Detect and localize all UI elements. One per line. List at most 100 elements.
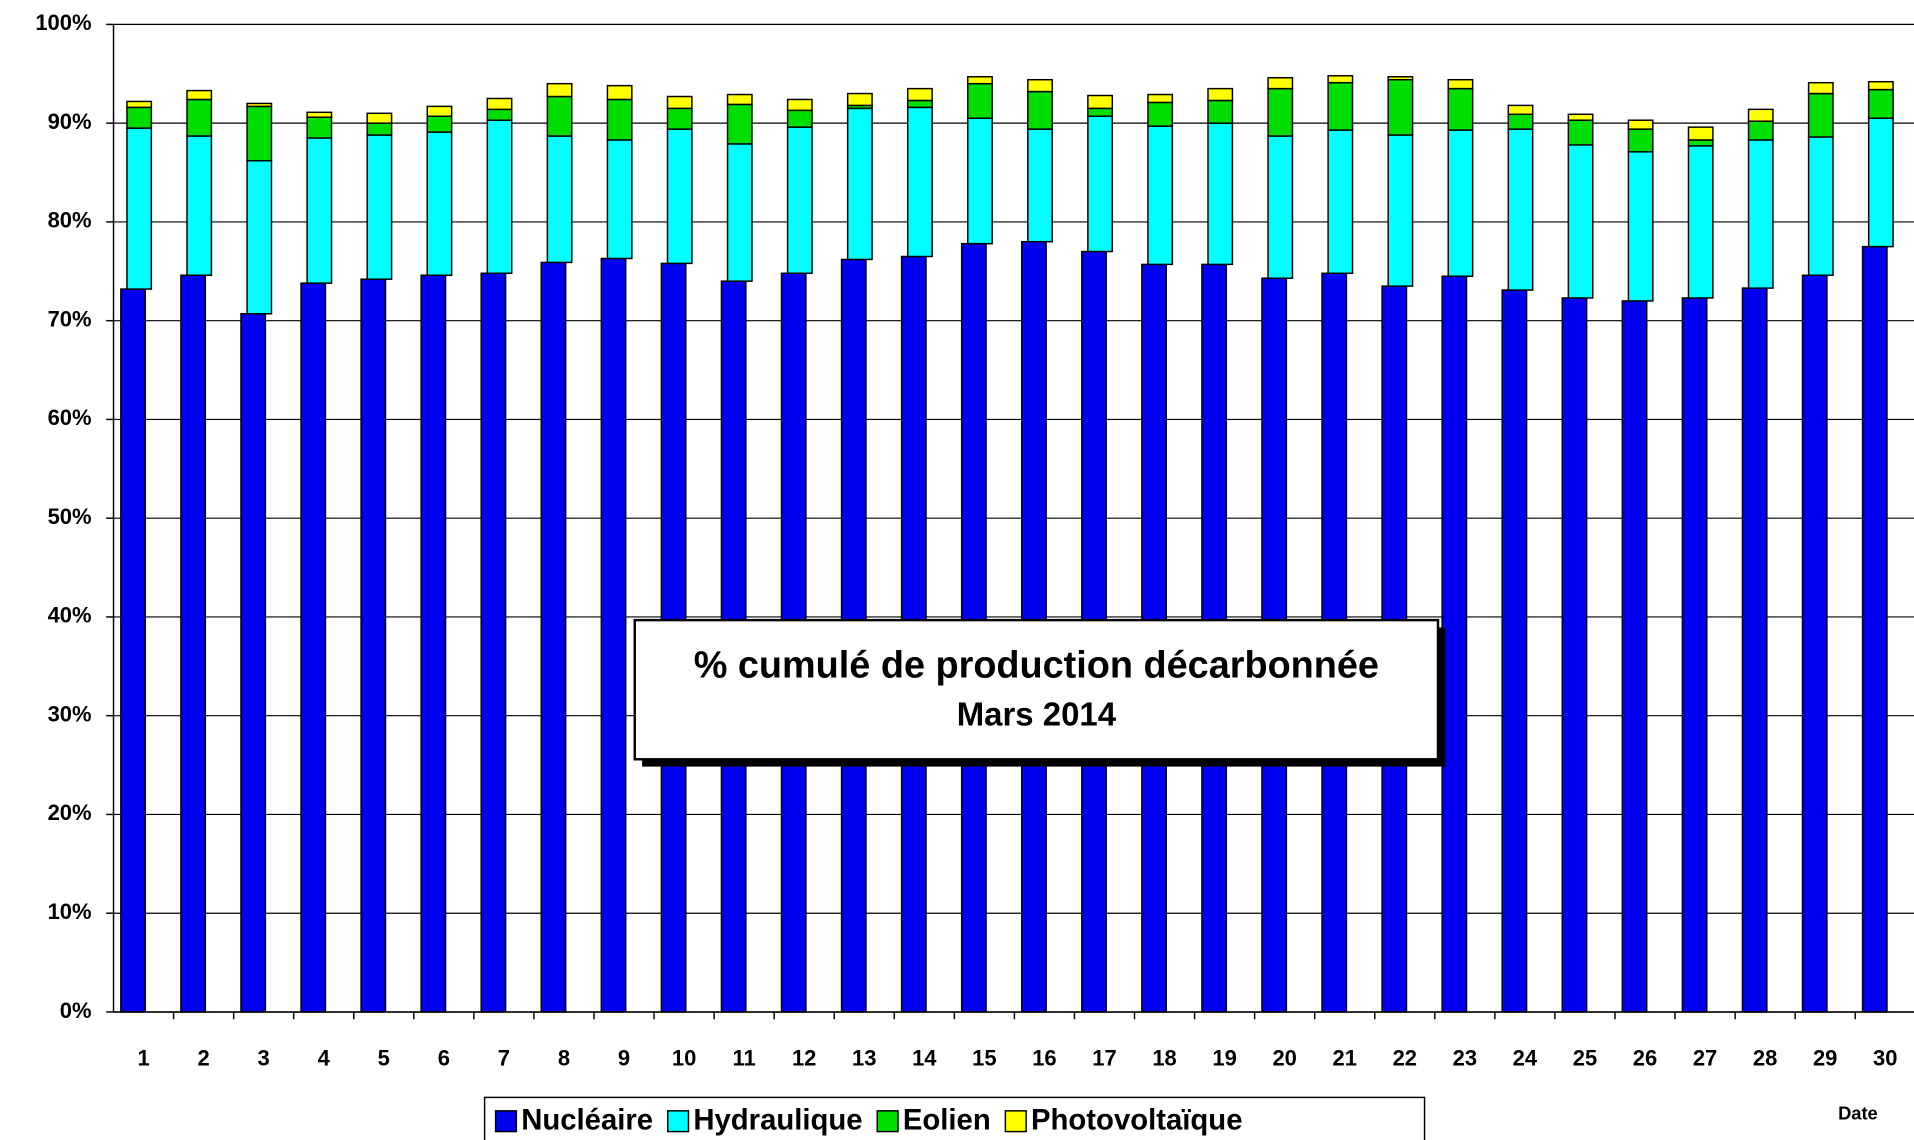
legend-swatch	[494, 1110, 518, 1133]
x-tick-label: 1	[137, 1045, 149, 1070]
y-tick-label: 20%	[48, 800, 92, 825]
bar-segment	[1687, 126, 1714, 141]
bar-segment	[1207, 99, 1234, 124]
bar-segment	[186, 89, 213, 101]
x-tick-label: 21	[1333, 1045, 1357, 1070]
bar-segment	[1267, 135, 1294, 279]
bar-segment	[186, 135, 213, 276]
bar-segment	[1807, 136, 1834, 276]
x-tick-label: 18	[1152, 1045, 1176, 1070]
x-tick-label: 14	[912, 1045, 937, 1070]
bar-segment	[1507, 128, 1534, 291]
bar-segment	[846, 107, 873, 261]
bar-segment	[126, 127, 153, 290]
bar-segment	[1747, 108, 1774, 122]
bar-segment	[1627, 151, 1654, 302]
x-tick-label: 5	[378, 1045, 390, 1070]
bar-segment	[306, 137, 333, 284]
bar-segment	[546, 135, 573, 264]
bar-segment	[486, 108, 513, 121]
bar-segment	[967, 117, 993, 245]
legend: Nucléaire Hydraulique Eolien Photovoltaïque	[494, 1104, 1242, 1137]
bar-segment	[906, 106, 933, 258]
bar-segment	[1087, 115, 1114, 253]
bar-segment	[1327, 81, 1354, 131]
bar-segment	[726, 143, 753, 282]
bar-segment	[246, 105, 273, 162]
x-tick-label: 19	[1212, 1045, 1236, 1070]
y-tick-label: 50%	[48, 504, 92, 529]
bar-segment	[246, 159, 273, 315]
bar-segment	[600, 257, 627, 1013]
y-tick-label: 30%	[48, 701, 92, 726]
bar-segment	[1027, 78, 1053, 93]
title-box	[633, 618, 1440, 761]
bar-segment	[1801, 274, 1828, 1013]
x-tick-label: 16	[1032, 1045, 1056, 1070]
bar-segment	[1867, 80, 1894, 91]
x-tick-label: 29	[1813, 1045, 1837, 1070]
bar-segment	[1867, 88, 1894, 119]
bar-segment	[120, 288, 146, 1013]
bar-segment	[1747, 120, 1774, 141]
bar-segment	[300, 282, 327, 1013]
x-tick-label: 24	[1513, 1045, 1538, 1070]
bar-segment	[1681, 297, 1708, 1013]
bar-segment	[1627, 119, 1654, 130]
bar-segment	[246, 102, 273, 108]
y-tick-label: 10%	[48, 899, 92, 924]
legend-label: Eolien	[903, 1104, 991, 1137]
bar-segment	[126, 100, 153, 109]
bar-segment	[786, 109, 813, 128]
bar-segment	[786, 98, 813, 112]
x-tick-label: 15	[972, 1045, 996, 1070]
legend-box	[483, 1096, 1426, 1140]
bar-segment	[486, 119, 513, 275]
bar-segment	[366, 122, 393, 136]
bar-segment	[426, 105, 453, 117]
legend-swatch	[1004, 1110, 1027, 1133]
x-tick-label: 17	[1092, 1045, 1116, 1070]
y-tick-label: 100%	[35, 10, 91, 35]
x-tick-label: 22	[1393, 1045, 1417, 1070]
bar-segment	[1807, 81, 1834, 95]
bar-segment	[1741, 287, 1768, 1013]
bar-segment	[546, 82, 573, 98]
bar-segment	[1447, 78, 1474, 90]
legend-label: Hydraulique	[693, 1104, 862, 1137]
bar-segment	[180, 274, 207, 1013]
bar-segment	[606, 139, 633, 260]
bar-segment	[1687, 139, 1714, 147]
y-tick-label: 40%	[48, 603, 92, 628]
x-tick-label: 26	[1633, 1045, 1657, 1070]
x-tick-label: 2	[198, 1045, 210, 1070]
bar-segment	[426, 115, 453, 133]
bar-segment	[726, 93, 753, 106]
bar-segment	[1147, 101, 1174, 127]
bar-segment	[240, 313, 267, 1013]
bar-segment	[786, 126, 813, 275]
bar-segment	[967, 82, 993, 119]
x-axis-label: Date	[1838, 1102, 1878, 1123]
x-tick-label: 7	[498, 1045, 510, 1070]
bar-segment	[1087, 94, 1114, 110]
bar-segment	[1267, 77, 1294, 90]
bar-segment	[1447, 129, 1474, 277]
bar-segment	[1807, 92, 1834, 138]
x-tick-label: 23	[1453, 1045, 1477, 1070]
bar-segment	[360, 278, 387, 1013]
y-tick-label: 0%	[60, 998, 92, 1023]
bar-segment	[1621, 300, 1648, 1013]
bar-segment	[1867, 117, 1894, 248]
bar-segment	[666, 128, 693, 265]
bar-segment	[480, 272, 507, 1013]
bar-segment	[1561, 297, 1588, 1013]
bar-segment	[906, 87, 933, 102]
bar-segment	[420, 274, 447, 1013]
bar-segment	[306, 116, 333, 139]
bar-segment	[606, 98, 633, 141]
bar-segment	[1861, 245, 1888, 1013]
bar-segment	[1387, 76, 1414, 81]
legend-swatch	[876, 1110, 899, 1133]
bar-segment	[1501, 289, 1528, 1013]
